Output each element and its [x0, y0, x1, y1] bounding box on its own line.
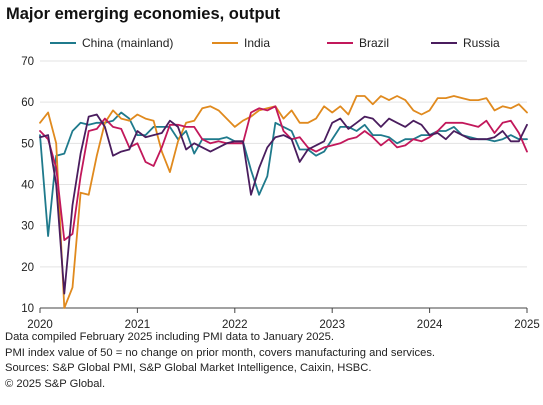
series-line-brazil: [39, 105, 528, 242]
series-line-russia: [39, 113, 528, 295]
legend-swatch-india: [212, 42, 238, 44]
chart-title: Major emerging economies, output: [6, 5, 281, 23]
legend-label-brazil: Brazil: [359, 36, 390, 50]
series-line-china-mainland: [39, 111, 528, 237]
legend-swatch-brazil: [327, 42, 353, 44]
legend-item-india: India: [212, 36, 270, 50]
series-line-india: [39, 95, 528, 309]
x-tick-label: 2023: [319, 319, 345, 330]
x-tick-label: 2025: [514, 319, 540, 330]
line-chart: 10 20 30 40 50 60 70 2020 2021 2022 2023 2024 2025: [21, 56, 540, 330]
legend-label-china: China (mainland): [82, 36, 174, 50]
legend-swatch-russia: [431, 42, 457, 44]
y-tick-label: 10: [21, 303, 34, 315]
chart-footnotes: Data compiled February 2025 including PM…: [5, 330, 435, 392]
legend-label-india: India: [244, 36, 271, 50]
chart-legend: China (mainland) India Brazil Russia: [50, 36, 540, 52]
x-tick-label: 2021: [125, 319, 151, 330]
legend-item-china: China (mainland): [50, 36, 173, 50]
footnote-pmi-definition: PMI index value of 50 = no change on pri…: [5, 346, 436, 359]
y-tick-label: 20: [21, 262, 34, 274]
footnote-copyright: © 2025 S&P Global.: [5, 377, 106, 390]
legend-label-russia: Russia: [463, 36, 500, 50]
footnote-sources: Sources: S&P Global PMI, S&P Global Mark…: [5, 362, 372, 374]
footnote-data-compiled: Data compiled February 2025 including PM…: [5, 331, 334, 343]
x-tick-label: 2024: [417, 319, 443, 330]
y-tick-label: 40: [21, 180, 34, 192]
legend-swatch-china: [50, 42, 76, 44]
y-tick-label: 70: [21, 56, 34, 68]
legend-item-brazil: Brazil: [327, 36, 389, 50]
y-tick-label: 50: [21, 138, 34, 150]
x-tick-label: 2020: [27, 319, 53, 330]
legend-item-russia: Russia: [431, 36, 500, 50]
y-tick-label: 30: [21, 221, 34, 233]
x-tick-label: 2022: [222, 319, 248, 330]
y-tick-label: 60: [21, 97, 34, 109]
